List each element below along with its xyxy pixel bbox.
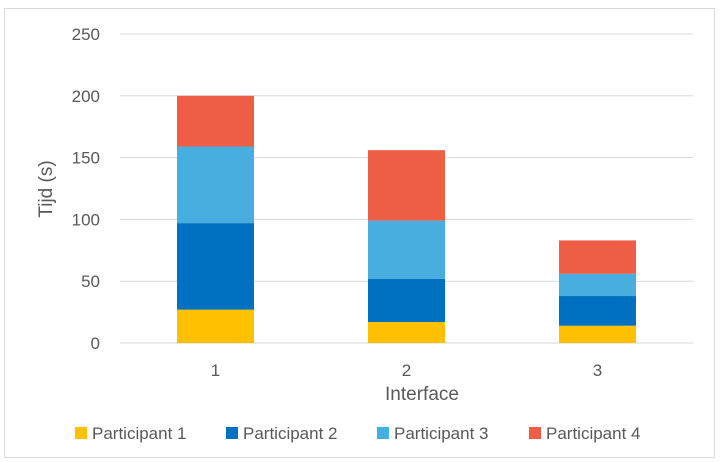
legend-label: Participant 2 <box>243 424 338 443</box>
y-axis-title: Tijd (s) <box>36 160 57 217</box>
y-tick-label: 50 <box>81 272 100 291</box>
legend-swatch <box>377 427 389 439</box>
legend: Participant 1 Participant 2 Participant 3 P… <box>75 424 641 443</box>
x-tick-label: 2 <box>402 361 411 380</box>
y-tick-labels: 0 50 100 150 200 250 <box>72 25 100 353</box>
y-tick-label: 100 <box>72 210 100 229</box>
x-axis-title: Interface <box>385 384 459 405</box>
y-tick-label: 0 <box>91 334 100 353</box>
y-tick-label: 250 <box>72 25 100 44</box>
bar-segment <box>368 278 445 322</box>
chart-frame <box>4 8 715 458</box>
legend-swatch <box>75 427 87 439</box>
bar-segment <box>177 309 254 343</box>
x-tick-label: 1 <box>211 361 220 380</box>
legend-label: Participant 4 <box>546 424 641 443</box>
bar-segment <box>177 223 254 310</box>
bar-segment <box>177 95 254 147</box>
legend-label: Participant 3 <box>394 424 489 443</box>
bar-segment <box>368 220 445 279</box>
bars <box>177 95 636 343</box>
bar-segment <box>368 321 445 343</box>
bar-segment <box>559 240 636 274</box>
bar-segment <box>559 296 636 326</box>
legend-label: Participant 1 <box>92 424 187 443</box>
bar-segment <box>177 146 254 224</box>
y-tick-label: 200 <box>72 87 100 106</box>
legend-swatch <box>226 427 238 439</box>
x-tick-labels: 1 2 3 <box>211 361 602 380</box>
legend-swatch <box>529 427 541 439</box>
bar-segment <box>559 325 636 343</box>
y-tick-label: 150 <box>72 149 100 168</box>
x-tick-label: 3 <box>593 361 602 380</box>
bar-segment <box>559 273 636 297</box>
bar-segment <box>368 150 445 221</box>
